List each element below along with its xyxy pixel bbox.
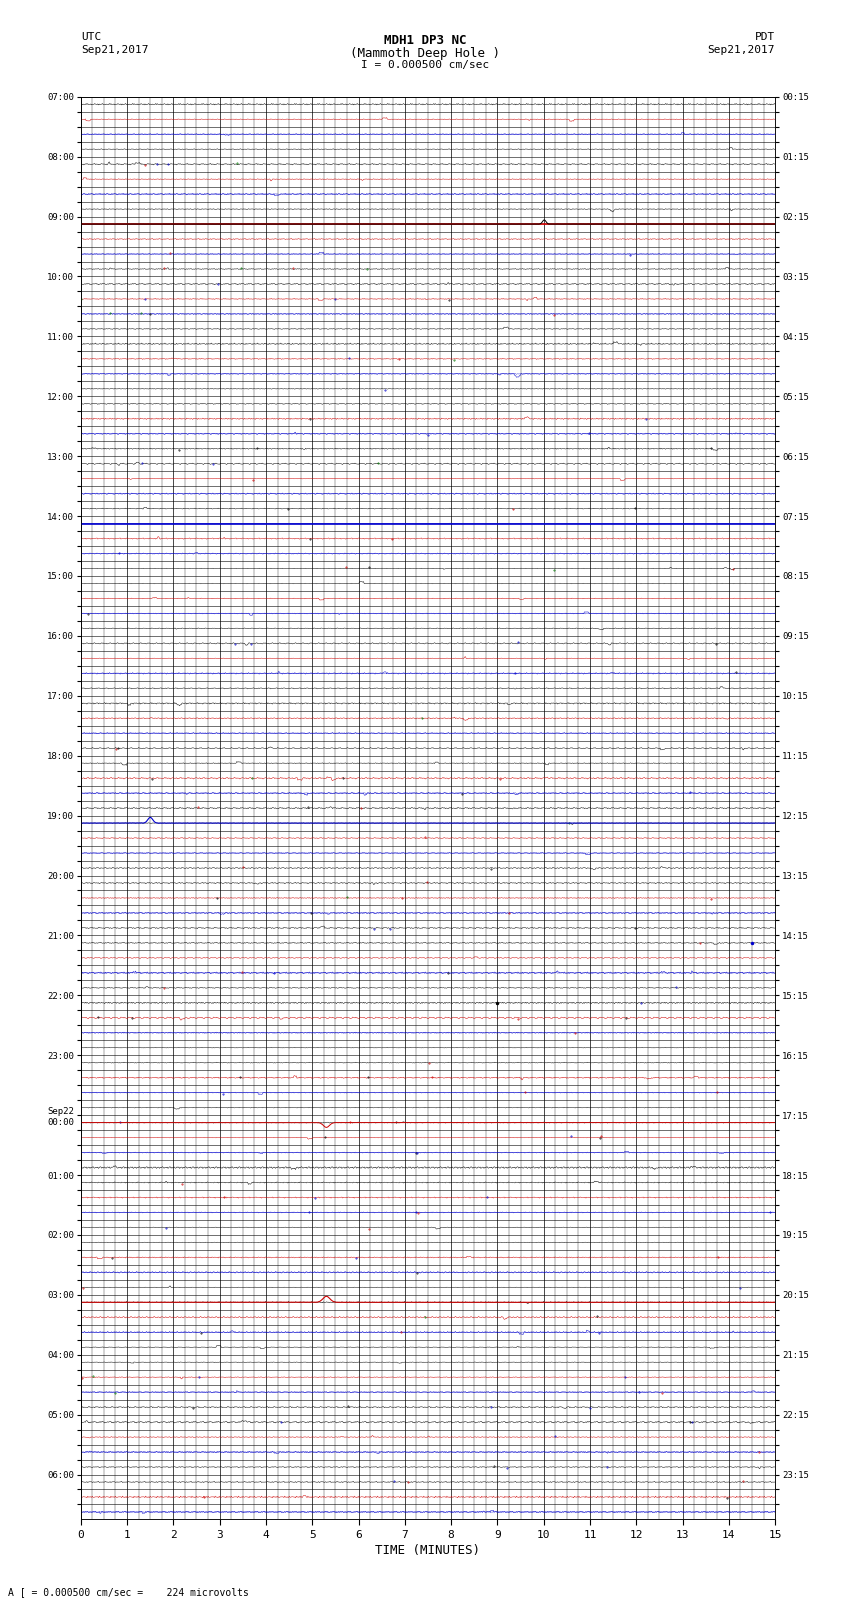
X-axis label: TIME (MINUTES): TIME (MINUTES) bbox=[376, 1544, 480, 1557]
Text: (Mammoth Deep Hole ): (Mammoth Deep Hole ) bbox=[350, 47, 500, 60]
Text: MDH1 DP3 NC: MDH1 DP3 NC bbox=[383, 34, 467, 47]
Text: I = 0.000500 cm/sec: I = 0.000500 cm/sec bbox=[361, 60, 489, 69]
Text: A [ = 0.000500 cm/sec =    224 microvolts: A [ = 0.000500 cm/sec = 224 microvolts bbox=[8, 1587, 249, 1597]
Text: Sep21,2017: Sep21,2017 bbox=[81, 45, 148, 55]
Text: Sep21,2017: Sep21,2017 bbox=[708, 45, 775, 55]
Text: UTC: UTC bbox=[81, 32, 101, 42]
Text: PDT: PDT bbox=[755, 32, 775, 42]
